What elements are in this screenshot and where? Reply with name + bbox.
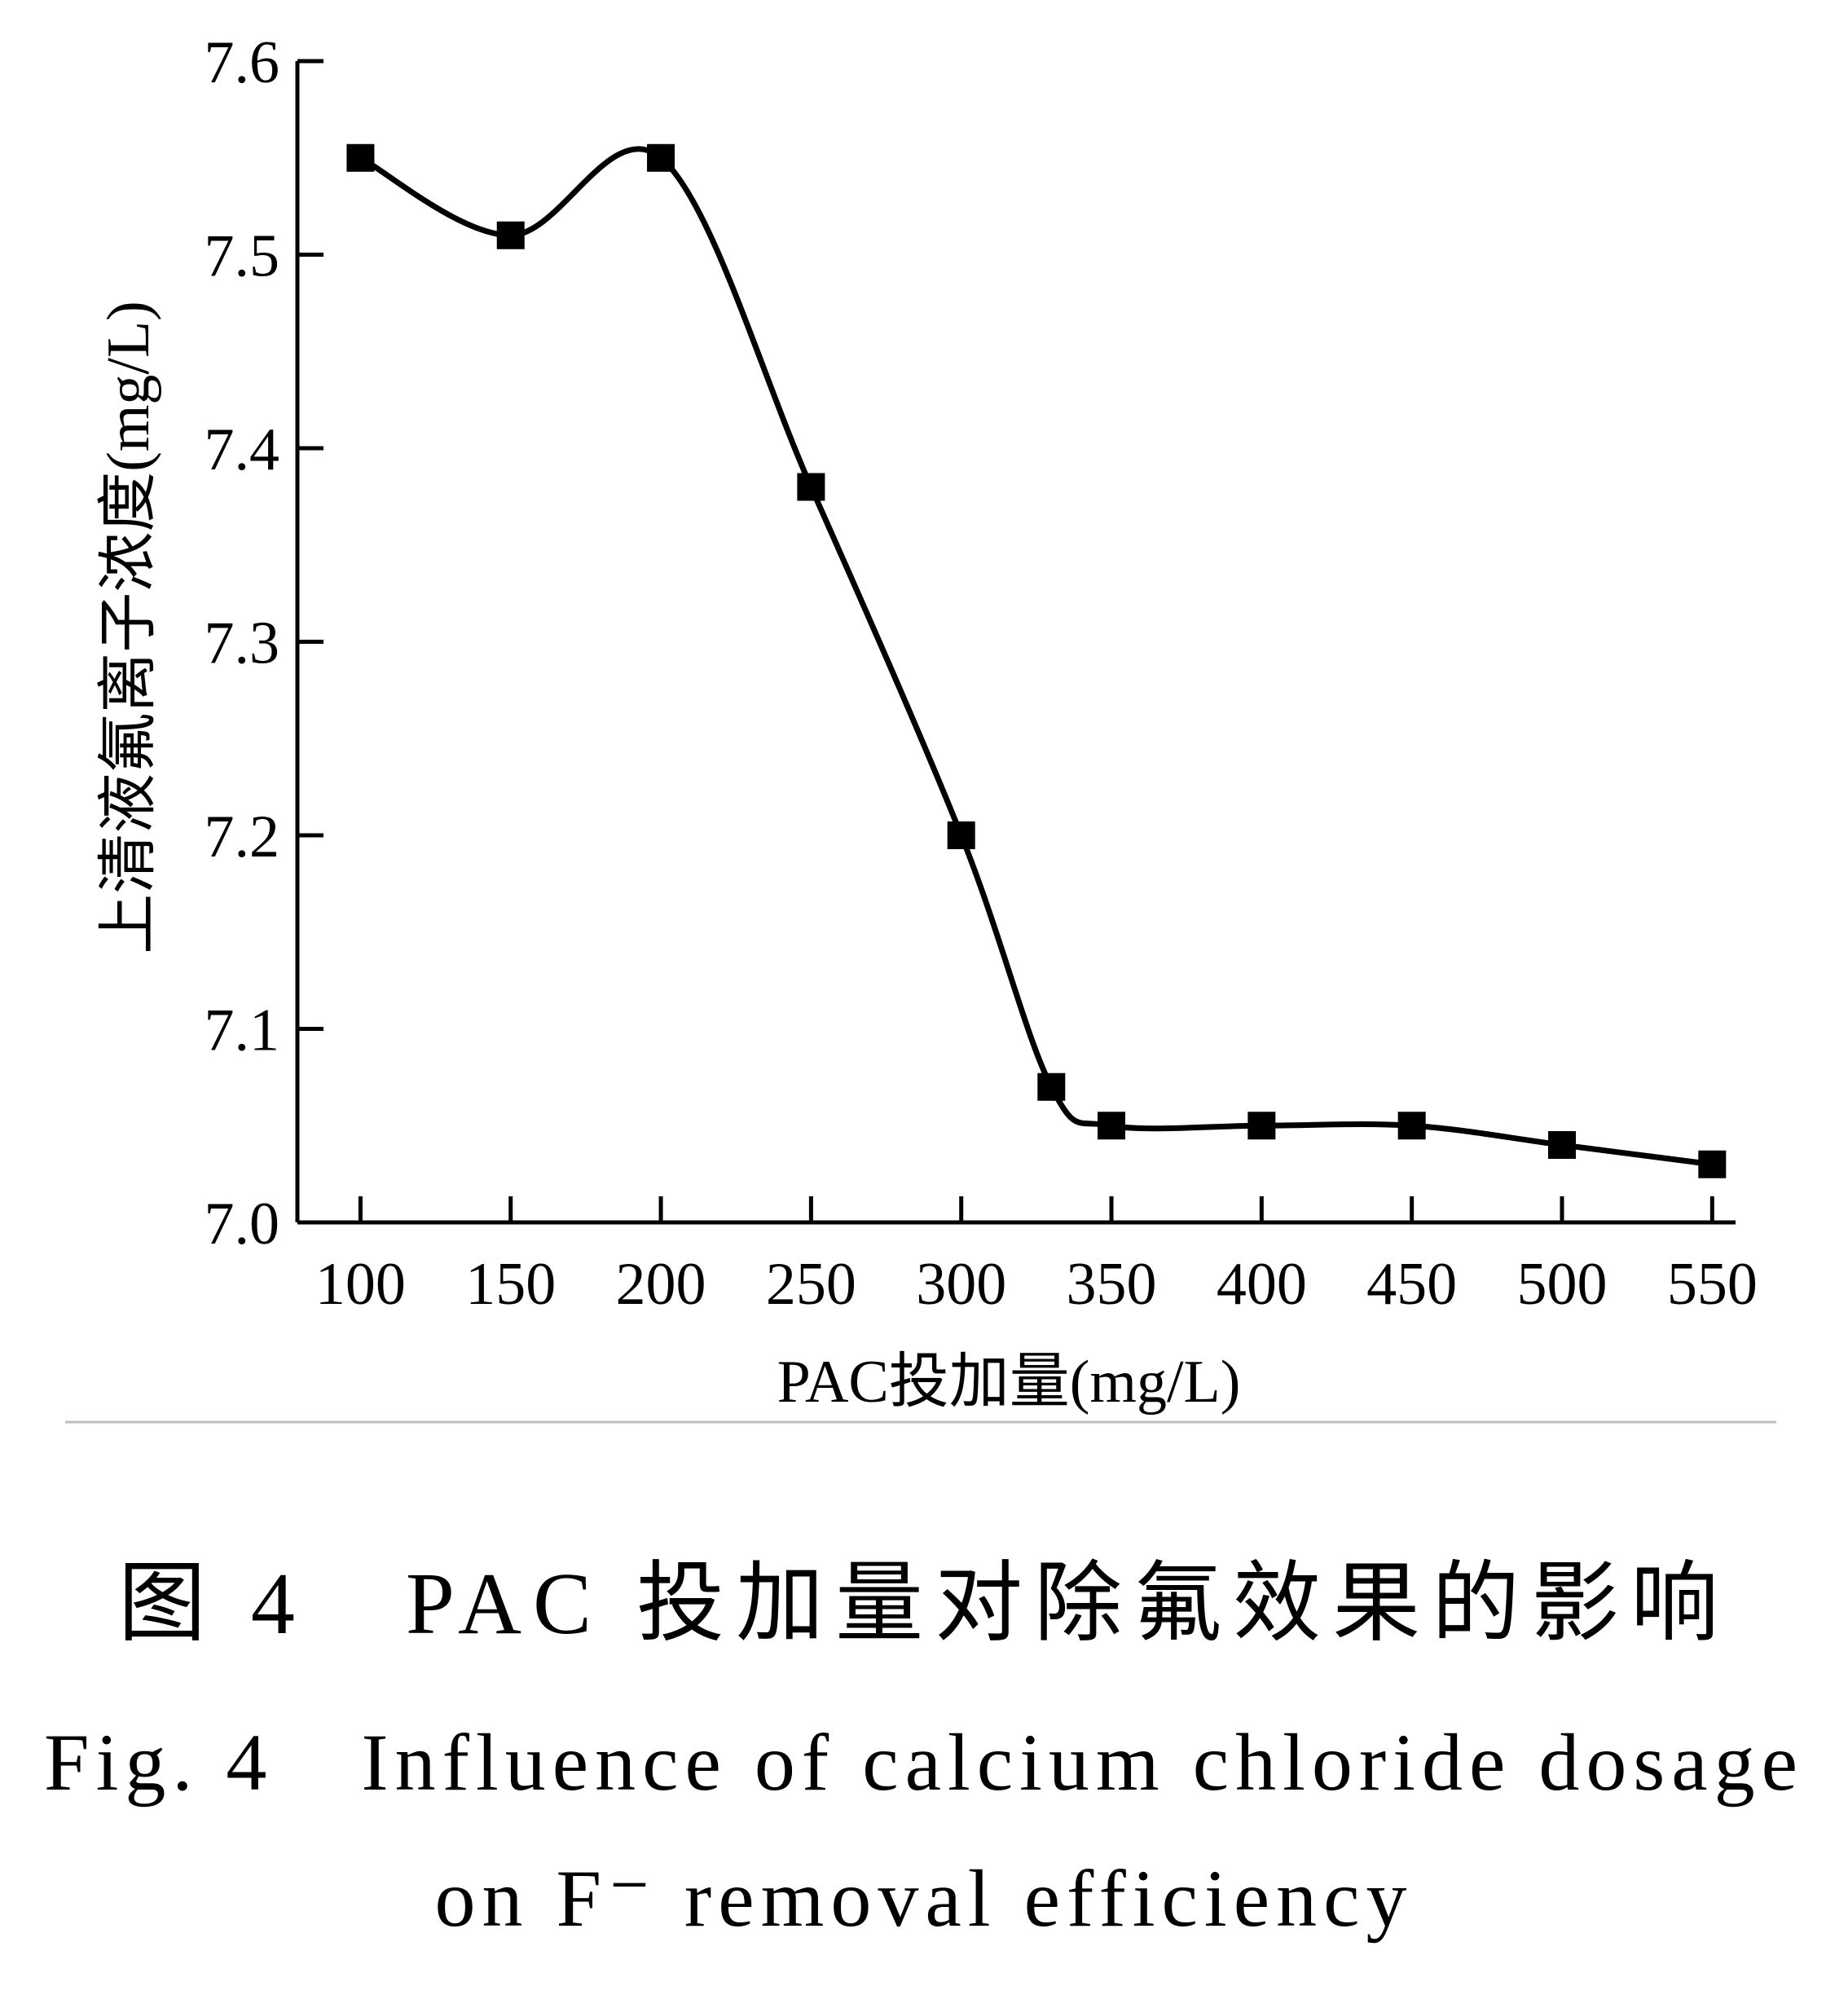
x-tick-label: 100: [315, 1251, 406, 1318]
x-tick-label: 550: [1667, 1251, 1758, 1318]
x-tick-label: 300: [916, 1251, 1006, 1318]
y-tick-label: 7.1: [205, 997, 280, 1064]
figure-caption-english-line2: on F⁻ removal efficiency: [434, 1853, 1414, 1944]
y-ticks: 7.0 7.1 7.2 7.3 7.4 7.5 7.6: [205, 29, 323, 1257]
x-tick-label: 450: [1366, 1251, 1457, 1318]
x-tick-label: 200: [616, 1251, 706, 1318]
figure-caption-english-line1: Fig. 4 Influence of calcium chloride dos…: [43, 1717, 1805, 1808]
data-point-marker: [1037, 1072, 1066, 1101]
x-tick-label: 250: [766, 1251, 856, 1318]
data-point-marker: [797, 473, 825, 501]
x-tick-label: 500: [1516, 1251, 1607, 1318]
x-ticks: 100 150 200 250 300 350 400 450 500 550: [315, 1196, 1758, 1318]
data-point-marker: [496, 221, 525, 249]
data-point-marker: [1397, 1112, 1426, 1140]
y-tick-label: 7.6: [205, 29, 280, 96]
y-tick-label: 7.0: [205, 1191, 280, 1257]
x-tick-label: 150: [465, 1251, 556, 1318]
data-point-marker: [1698, 1150, 1727, 1178]
data-point-marker: [1547, 1131, 1576, 1159]
data-point-marker: [947, 821, 975, 849]
y-tick-label: 7.4: [205, 416, 280, 483]
x-axis-title: PAC投加量(mg/L): [777, 1349, 1241, 1416]
y-tick-label: 7.2: [205, 804, 280, 870]
y-tick-label: 7.5: [205, 223, 280, 290]
x-tick-label: 350: [1067, 1251, 1157, 1318]
data-markers: [346, 143, 1727, 1178]
series-line: [359, 146, 1713, 1168]
data-point-marker: [1247, 1112, 1276, 1140]
figure-caption-chinese: 图 4 PAC 投加量对除氟效果的影响: [117, 1556, 1731, 1653]
data-point-marker: [647, 143, 675, 172]
y-axis-title: 上清液氟离子浓度(mg/L): [95, 301, 162, 954]
x-tick-label: 400: [1217, 1251, 1307, 1318]
data-point-marker: [1098, 1112, 1126, 1140]
y-tick-label: 7.3: [205, 610, 280, 677]
data-point-marker: [346, 143, 375, 172]
